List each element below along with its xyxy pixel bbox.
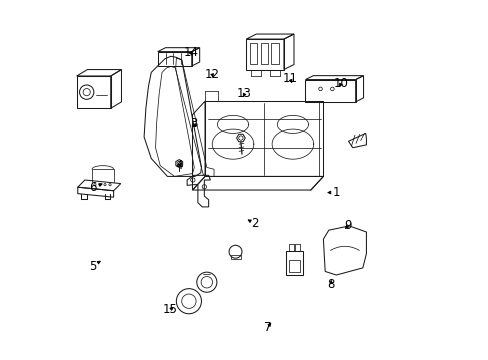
Text: 11: 11 xyxy=(283,72,297,85)
Text: 15: 15 xyxy=(163,303,177,316)
Text: 6: 6 xyxy=(88,181,102,194)
Text: 2: 2 xyxy=(248,217,259,230)
Text: 13: 13 xyxy=(237,87,251,100)
Text: 3: 3 xyxy=(189,117,197,130)
Text: 8: 8 xyxy=(327,278,334,291)
Text: 10: 10 xyxy=(333,77,348,90)
Text: 5: 5 xyxy=(89,260,100,273)
Text: 1: 1 xyxy=(327,186,339,199)
Text: 14: 14 xyxy=(183,46,198,59)
Text: 9: 9 xyxy=(344,219,351,233)
Text: 7: 7 xyxy=(264,320,271,333)
Text: 4: 4 xyxy=(175,159,183,172)
Text: 12: 12 xyxy=(204,68,219,81)
